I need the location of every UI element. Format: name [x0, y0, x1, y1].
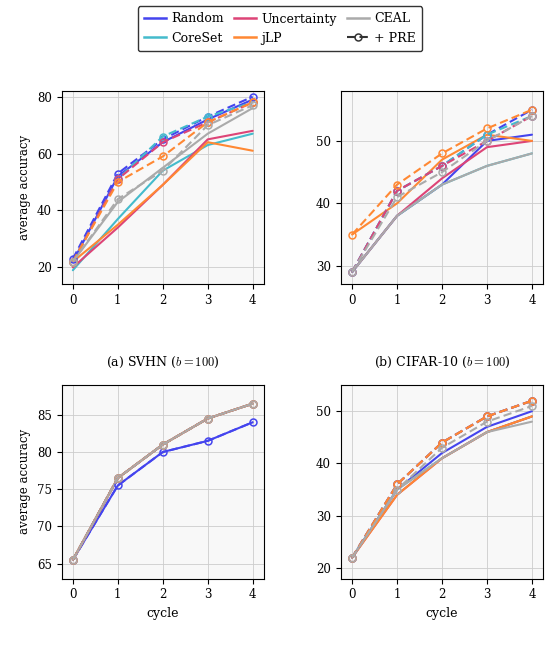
Title: (a) SVHN ($b = 100$): (a) SVHN ($b = 100$) — [106, 355, 220, 370]
Title: (b) CIFAR-10 ($b = 100$): (b) CIFAR-10 ($b = 100$) — [374, 355, 510, 370]
Title: (d) CIFAR-100 ($b = 1000$): (d) CIFAR-100 ($b = 1000$) — [367, 649, 517, 650]
Y-axis label: average accuracy: average accuracy — [18, 135, 31, 240]
X-axis label: cycle: cycle — [147, 607, 179, 620]
Title: (c) CIFAR-10 ($b = 1000$): (c) CIFAR-10 ($b = 1000$) — [92, 649, 234, 650]
Y-axis label: average accuracy: average accuracy — [18, 429, 31, 534]
Legend: Random, CoreSet, Uncertainty, jLP, CEAL, + PRE: Random, CoreSet, Uncertainty, jLP, CEAL,… — [138, 6, 422, 51]
X-axis label: cycle: cycle — [426, 607, 458, 620]
